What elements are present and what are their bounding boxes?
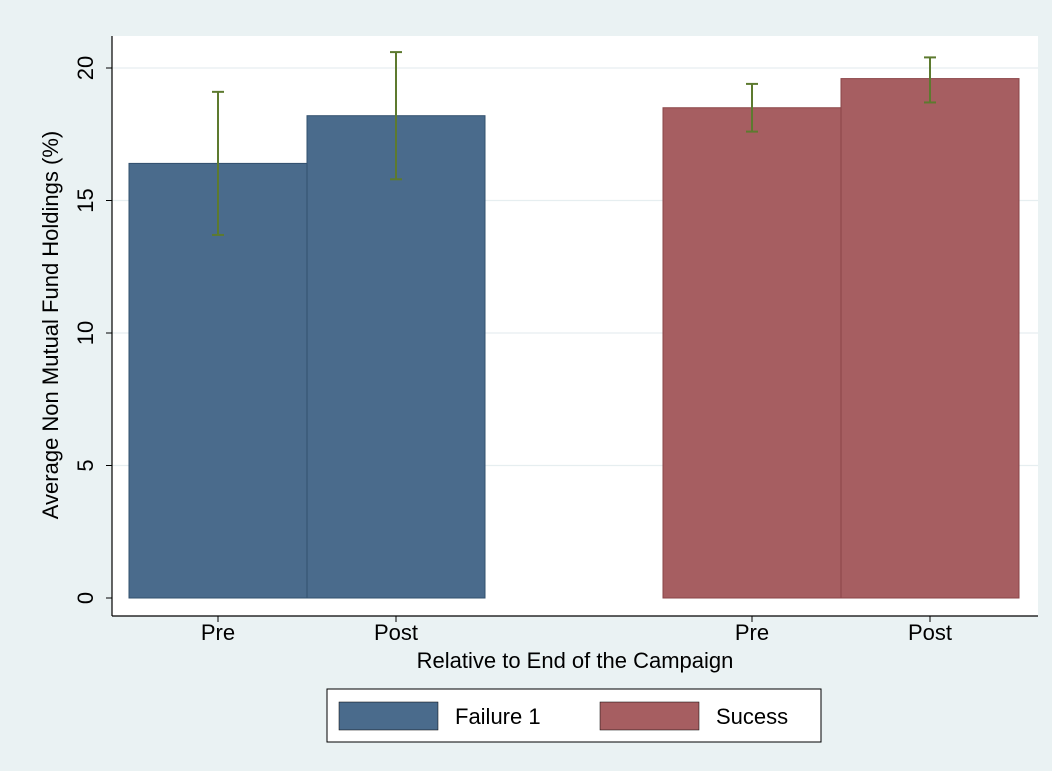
x-tick-label: Pre: [735, 620, 769, 645]
x-tick-label: Post: [908, 620, 952, 645]
legend-label-success: Sucess: [716, 704, 788, 729]
error-bars: [212, 51, 936, 236]
x-tick-label: Pre: [201, 620, 235, 645]
y-tick-label: 10: [73, 321, 98, 345]
legend-swatch-success: [599, 701, 700, 731]
legend-swatch-failure: [338, 701, 439, 731]
y-tick-label: 0: [73, 592, 98, 604]
legend: Failure 1 Sucess: [326, 688, 822, 743]
bar-failure-post: [306, 115, 486, 599]
y-tick-label: 15: [73, 188, 98, 212]
x-axis-title: Relative to End of the Campaign: [417, 648, 734, 673]
bar-success-pre: [662, 107, 842, 599]
y-tick-label: 20: [73, 56, 98, 80]
legend-label-failure: Failure 1: [455, 704, 541, 729]
y-axis-title: Average Non Mutual Fund Holdings (%): [38, 131, 63, 519]
axes: 0 5 10 15 20 Pre Post Pre Post: [73, 36, 1038, 645]
y-tick-label: 5: [73, 459, 98, 471]
x-tick-label: Post: [374, 620, 418, 645]
bar-success-post: [840, 78, 1020, 599]
